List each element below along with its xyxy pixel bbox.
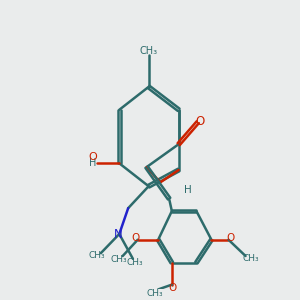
Text: O: O: [89, 152, 98, 162]
Text: CH₃: CH₃: [88, 251, 105, 260]
Text: O: O: [131, 233, 140, 243]
Text: H: H: [184, 185, 192, 195]
Text: O: O: [196, 115, 205, 128]
Text: CH₃: CH₃: [147, 289, 164, 298]
Text: H: H: [89, 158, 97, 168]
Text: CH₃: CH₃: [110, 255, 127, 264]
Text: CH₃: CH₃: [140, 46, 158, 56]
Text: O: O: [226, 233, 235, 243]
Text: O: O: [169, 283, 177, 293]
Text: N: N: [114, 227, 123, 241]
Text: CH₃: CH₃: [242, 254, 259, 262]
Text: CH₃: CH₃: [127, 258, 143, 267]
